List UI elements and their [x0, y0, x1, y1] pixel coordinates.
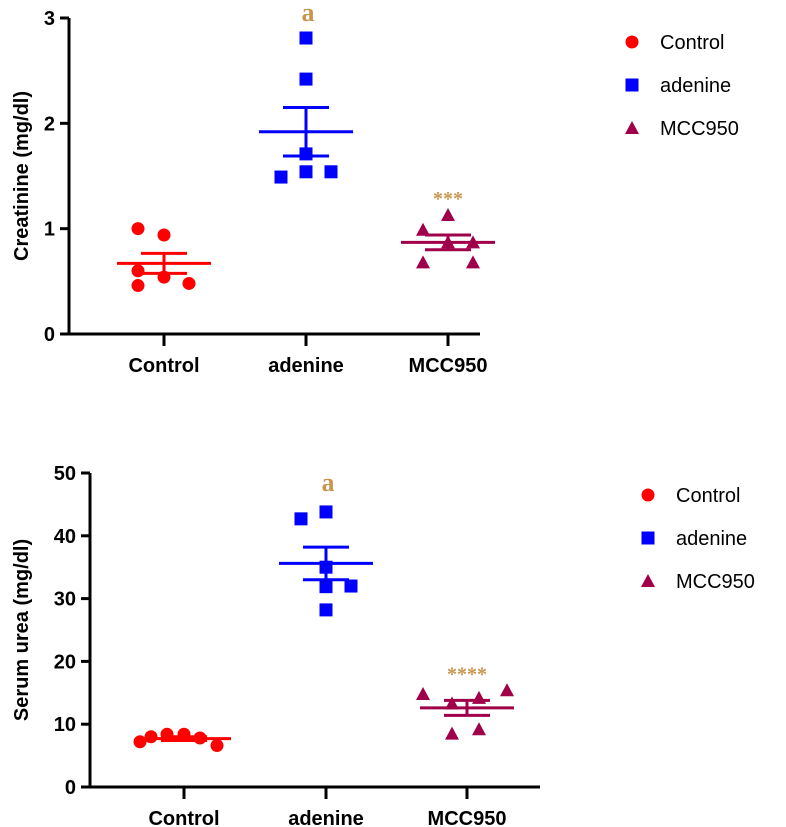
data-point-mcc950: [472, 690, 486, 704]
y-tick-label: 20: [54, 651, 76, 673]
y-tick-label: 30: [54, 589, 76, 611]
data-point-adenine: [319, 603, 333, 617]
significance-annotation: a: [322, 468, 335, 497]
y-tick-label: 2: [44, 113, 55, 135]
y-axis-label: Creatinine (mg/dl): [11, 91, 33, 261]
data-point-adenine: [344, 579, 358, 593]
legend-label: Control: [660, 32, 724, 54]
data-point-mcc950: [472, 722, 486, 736]
data-point-control: [131, 264, 145, 278]
significance-annotation: ****: [447, 663, 487, 685]
y-tick-label: 50: [54, 463, 76, 485]
y-tick-label: 3: [44, 8, 55, 30]
legend-label: adenine: [676, 528, 747, 550]
data-point-mcc950: [416, 255, 430, 269]
data-point-mcc950: [416, 687, 430, 701]
legend-marker-adenine: [625, 78, 639, 92]
y-tick-label: 0: [65, 777, 76, 799]
data-point-control: [144, 730, 158, 744]
x-tick-label: Control: [128, 355, 199, 377]
x-tick-label: Control: [148, 808, 219, 827]
data-point-adenine: [299, 72, 313, 86]
legend-marker-mcc950: [625, 121, 639, 134]
chart-1: 0 1 2 3 Creatinine (mg/dl) Control adenine MCC9…: [11, 0, 739, 377]
data-point-adenine: [319, 505, 333, 519]
significance-annotation: a: [302, 0, 315, 27]
data-point-mcc950: [441, 207, 455, 221]
legend-marker-mcc950: [641, 574, 655, 587]
data-point-adenine: [294, 512, 308, 526]
legend-marker-control: [641, 488, 655, 502]
legend-label: adenine: [660, 75, 731, 97]
data-point-adenine: [274, 170, 288, 184]
data-point-adenine: [299, 31, 313, 45]
data-point-control: [210, 739, 224, 753]
y-tick-label: 1: [44, 219, 55, 241]
y-tick-label: 0: [44, 324, 55, 346]
data-point-control: [131, 279, 145, 293]
data-point-control: [157, 228, 171, 242]
legend-label: MCC950: [660, 118, 739, 140]
y-tick-label: 40: [54, 526, 76, 548]
data-point-mcc950: [445, 696, 459, 710]
legend-label: Control: [676, 485, 740, 507]
data-point-mcc950: [466, 255, 480, 269]
y-tick-label: 10: [54, 714, 76, 736]
data-point-mcc950: [416, 222, 430, 236]
data-point-adenine: [324, 165, 338, 179]
y-axis-label: Serum urea (mg/dl): [11, 539, 33, 721]
x-tick-label: adenine: [288, 808, 364, 827]
data-point-mcc950: [445, 726, 459, 740]
significance-annotation: ***: [433, 188, 463, 210]
x-tick-label: MCC950: [428, 808, 507, 827]
legend-label: MCC950: [676, 571, 755, 593]
data-point-control: [131, 222, 145, 236]
x-tick-label: MCC950: [409, 355, 488, 377]
legend-marker-control: [625, 35, 639, 49]
legend-marker-adenine: [641, 531, 655, 545]
x-tick-label: adenine: [268, 355, 344, 377]
chart-2: 0 10 20 30 40 50 Serum urea (mg/dl) Control aden…: [11, 463, 755, 827]
data-point-mcc950: [500, 683, 514, 697]
data-point-adenine: [319, 580, 333, 594]
data-point-adenine: [299, 165, 313, 179]
data-point-control: [182, 276, 196, 290]
